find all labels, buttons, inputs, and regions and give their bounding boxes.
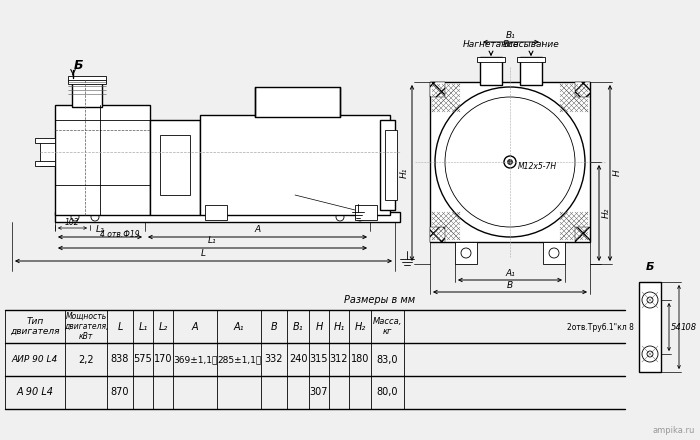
Text: 102: 102 [64,218,79,227]
Text: 4 отв.Ф19: 4 отв.Ф19 [100,230,139,239]
Text: 315: 315 [309,355,328,364]
Bar [380,120,395,210]
Text: А 90 L4: А 90 L4 [17,388,53,397]
Bar [35,138,55,143]
Text: 54: 54 [671,323,682,331]
Bar [480,57,502,85]
Bar [575,82,590,97]
Circle shape [642,346,658,362]
Bar [55,212,400,222]
Text: B₁: B₁ [506,31,516,40]
Text: 180: 180 [351,355,369,364]
Bar [520,57,542,85]
Text: Б: Б [74,59,83,72]
Text: H₂: H₂ [354,322,365,331]
Text: АИР 90 L4: АИР 90 L4 [12,355,58,364]
Text: Мощность
двигателя,
кВт: Мощность двигателя, кВт [64,312,108,341]
Text: H: H [613,170,622,176]
Text: Тип
двигателя: Тип двигателя [10,317,60,336]
Text: L₂: L₂ [96,225,104,234]
Bar [72,80,102,107]
Text: H₁: H₁ [333,322,344,331]
Text: 870: 870 [111,388,130,397]
Text: Размеры в мм: Размеры в мм [344,295,416,305]
Text: 575: 575 [134,355,153,364]
Text: A: A [254,225,260,234]
Bar [205,205,227,220]
Text: Масса,
кг: Масса, кг [373,317,402,336]
Text: A₁: A₁ [234,322,244,331]
Circle shape [435,87,585,237]
Circle shape [508,160,512,165]
Text: 80,0: 80,0 [377,388,398,397]
Bar [200,115,390,215]
Text: 170: 170 [154,355,172,364]
Bar [430,82,445,97]
Text: L₁: L₁ [208,236,217,245]
Bar [455,242,477,264]
Text: Нагнетание: Нагнетание [463,40,519,49]
Text: Всасывание: Всасывание [503,40,559,49]
Text: 369±1,1Ⓜ: 369±1,1Ⓜ [173,355,217,364]
Circle shape [642,292,658,308]
Text: B: B [507,281,513,290]
Bar [55,105,150,215]
Bar [575,227,590,242]
Text: 307: 307 [309,388,328,397]
Circle shape [549,248,559,258]
Text: 332: 332 [265,355,284,364]
Circle shape [647,297,653,303]
Text: B₁: B₁ [293,322,303,331]
Bar [160,135,190,195]
Bar [150,120,200,215]
Circle shape [336,213,344,221]
Circle shape [647,351,653,357]
Bar [385,130,397,200]
Circle shape [91,213,99,221]
Bar [639,282,661,372]
Text: H: H [315,322,323,331]
Bar [477,57,505,62]
Bar [543,242,565,264]
Circle shape [461,248,471,258]
Text: 285±1,1Ⓜ: 285±1,1Ⓜ [217,355,261,364]
Bar [68,76,106,82]
Text: L: L [201,249,206,258]
Text: 108: 108 [681,323,697,331]
Circle shape [504,156,516,168]
Text: H₂: H₂ [602,208,611,218]
Text: М12х5-7Н: М12х5-7Н [518,161,557,171]
Text: B: B [271,322,277,331]
Text: 240: 240 [288,355,307,364]
Bar [430,82,590,242]
Text: 2отв.Труб.1"кл 8: 2отв.Труб.1"кл 8 [567,323,634,331]
Text: L: L [118,322,122,331]
Text: L₁: L₁ [139,322,148,331]
Circle shape [71,213,79,221]
Bar [430,227,445,242]
Bar [255,87,340,117]
Bar [35,161,55,166]
Bar [40,140,55,166]
Text: ampika.ru: ampika.ru [652,426,695,435]
Text: 312: 312 [330,355,349,364]
Text: A₁: A₁ [505,269,515,278]
Bar [517,57,545,62]
Circle shape [356,213,364,221]
Text: L₂: L₂ [158,322,167,331]
Text: Б: Б [645,262,654,272]
Text: 83,0: 83,0 [377,355,398,364]
Bar [68,80,106,84]
Text: A: A [192,322,198,331]
Text: 838: 838 [111,355,130,364]
Text: H₁: H₁ [400,168,409,178]
Bar [355,205,377,220]
Text: 2,2: 2,2 [78,355,94,364]
Circle shape [445,97,575,227]
